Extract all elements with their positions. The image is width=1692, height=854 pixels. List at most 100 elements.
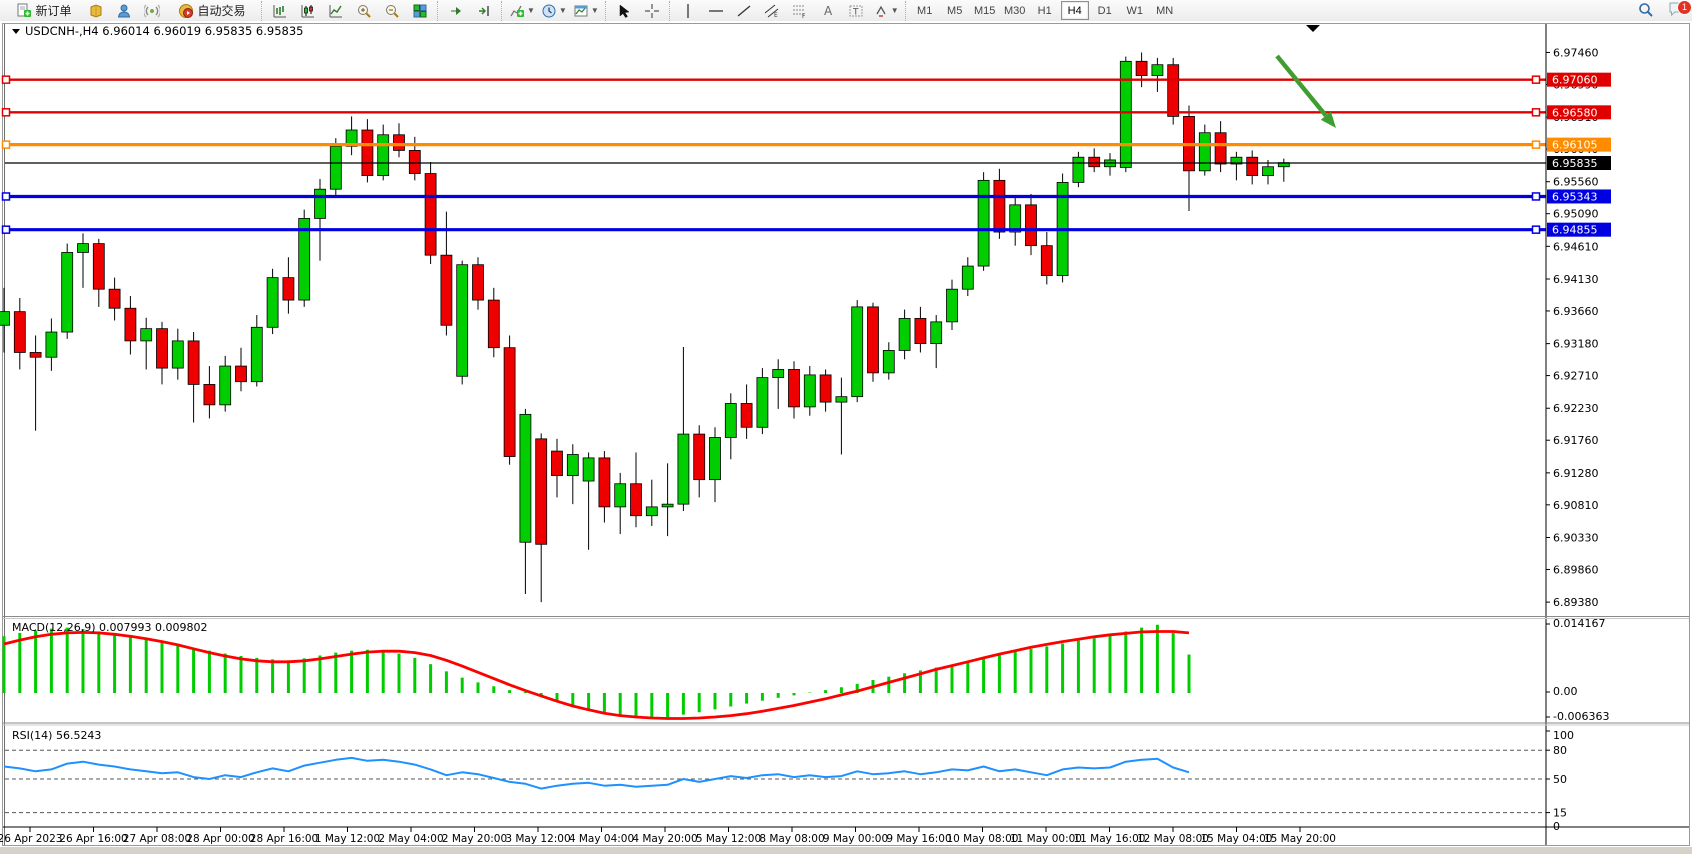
line-anchor-handle[interactable]	[1531, 192, 1541, 201]
line-anchor-handle[interactable]	[1, 140, 11, 149]
zoom-out-icon	[386, 4, 399, 18]
auto-scroll-button[interactable]	[442, 0, 470, 21]
horizontal-line-tool-button[interactable]	[702, 0, 730, 21]
line-anchor-handle[interactable]	[1531, 108, 1541, 117]
timeframe-m30-button[interactable]: M30	[1003, 4, 1026, 17]
templates-button[interactable]: ▼	[570, 0, 602, 21]
rsi-line	[3, 756, 1190, 790]
candle	[1230, 156, 1243, 165]
svg-text:A: A	[824, 4, 833, 18]
candle	[171, 340, 184, 369]
community-button[interactable]	[110, 0, 138, 21]
arrows-tool-button[interactable]: ▼	[870, 0, 902, 21]
text-tool-button[interactable]: A	[814, 0, 842, 21]
candle	[472, 264, 484, 301]
zoom-out-button[interactable]	[378, 0, 406, 21]
candle	[740, 403, 753, 428]
indicators-button[interactable]: ▼	[506, 0, 538, 21]
line-anchor-handle[interactable]	[1, 192, 11, 201]
candle	[645, 506, 658, 517]
candle	[345, 129, 358, 147]
new-order-icon	[17, 3, 32, 17]
tile-windows-icon	[413, 4, 427, 17]
line-anchor-handle[interactable]	[1531, 140, 1541, 149]
text-label-tool-button[interactable]: T	[842, 0, 870, 21]
text-icon: A	[824, 4, 833, 18]
candle	[393, 134, 405, 151]
candle	[946, 288, 958, 323]
level-price-badge[interactable]	[1547, 222, 1611, 237]
crosshair-tool-button[interactable]	[638, 0, 666, 21]
rsi-panel: RSI(14) 56.52431008050150	[3, 729, 1574, 833]
price-tick-label: 6.95090	[1553, 208, 1599, 221]
chart-shift-button[interactable]	[470, 0, 498, 21]
timeframe-w1-button[interactable]: W1	[1126, 4, 1143, 17]
auto-scroll-icon	[451, 6, 461, 15]
bar-chart-mode-button[interactable]	[266, 0, 294, 21]
line-anchor-handle[interactable]	[1531, 225, 1541, 234]
candle	[803, 374, 816, 408]
level-price-badge[interactable]	[1547, 105, 1611, 120]
main-plot-surface[interactable]	[5, 25, 1546, 616]
drawn-arrow-object[interactable]	[1275, 54, 1336, 128]
price-tick-label: 6.90810	[1553, 499, 1599, 512]
chart-shift-icon	[479, 5, 489, 16]
timeframe-m5-button[interactable]: M5	[947, 4, 963, 17]
timeframe-m1-button[interactable]: M1	[917, 4, 933, 17]
price-tick-label: 6.93180	[1553, 338, 1599, 351]
candle	[914, 318, 927, 345]
time-tick-label: 12 May 08:00	[1137, 833, 1209, 845]
level-price-badge[interactable]	[1547, 189, 1611, 204]
line-anchor-handle[interactable]	[1, 75, 11, 84]
timeframe-h1-button[interactable]: H1	[1037, 4, 1052, 17]
candle	[661, 503, 674, 508]
vertical-line-icon	[687, 3, 689, 18]
price-tick-label: 6.89380	[1553, 596, 1599, 609]
timeframe-m15-button[interactable]: M15	[973, 4, 996, 17]
candle	[61, 252, 74, 333]
line-anchor-handle[interactable]	[1531, 75, 1541, 84]
collapse-triangle-icon[interactable]	[12, 29, 20, 34]
fibonacci-tool-button[interactable]: F	[786, 0, 814, 21]
market-button[interactable]	[82, 0, 110, 21]
search-button[interactable]	[1632, 0, 1660, 21]
auto-trading-button[interactable]: 自动交易	[166, 0, 258, 21]
candle	[203, 384, 216, 406]
new-order-button[interactable]: 新订单	[6, 0, 82, 21]
tile-windows-button[interactable]	[406, 0, 434, 21]
timeframe-mn-button[interactable]: MN	[1156, 4, 1174, 17]
chat-button[interactable]: 1	[1668, 0, 1692, 20]
timeframe-switcher: M1 M5 M15 M30 H1 H4 D1 W1 MN	[904, 0, 1180, 21]
periods-button[interactable]: ▼	[538, 0, 570, 21]
trendline-tool-button[interactable]	[730, 0, 758, 21]
chart-window: USDCNH-,H4 6.96014 6.96019 6.95835 6.958…	[0, 21, 1692, 854]
community-person-icon	[117, 4, 131, 17]
candle	[124, 307, 137, 342]
symbol-marker-triangle[interactable]	[1306, 25, 1320, 32]
line-chart-mode-button[interactable]	[322, 0, 350, 21]
timeframe-d1-button[interactable]: D1	[1097, 4, 1112, 17]
level-price-badge[interactable]	[1547, 137, 1611, 152]
level-price-badge[interactable]	[1547, 156, 1611, 170]
candle	[1025, 204, 1037, 247]
cursor-tool-button[interactable]	[610, 0, 638, 21]
line-anchor-handle[interactable]	[1, 108, 11, 117]
chevron-down-icon: ▼	[558, 6, 567, 15]
time-tick-label: 1 May 12:00	[315, 833, 380, 845]
candle	[1009, 204, 1022, 233]
cursor-icon	[619, 3, 630, 18]
channel-tool-button[interactable]: E	[758, 0, 786, 21]
candle	[1262, 166, 1274, 176]
candlestick-mode-button[interactable]	[294, 0, 322, 21]
candle	[566, 454, 579, 476]
level-price-badge[interactable]	[1547, 72, 1611, 87]
signals-button[interactable]	[138, 0, 166, 21]
line-anchor-handle[interactable]	[1, 225, 11, 234]
candle	[1072, 156, 1085, 183]
candle	[756, 377, 769, 428]
timeframe-h4-button[interactable]: H4	[1060, 1, 1089, 20]
zoom-in-button[interactable]	[350, 0, 378, 21]
vertical-line-tool-button[interactable]	[674, 0, 702, 21]
candle	[219, 365, 232, 406]
time-tick-label: 2 May 04:00	[378, 833, 443, 845]
